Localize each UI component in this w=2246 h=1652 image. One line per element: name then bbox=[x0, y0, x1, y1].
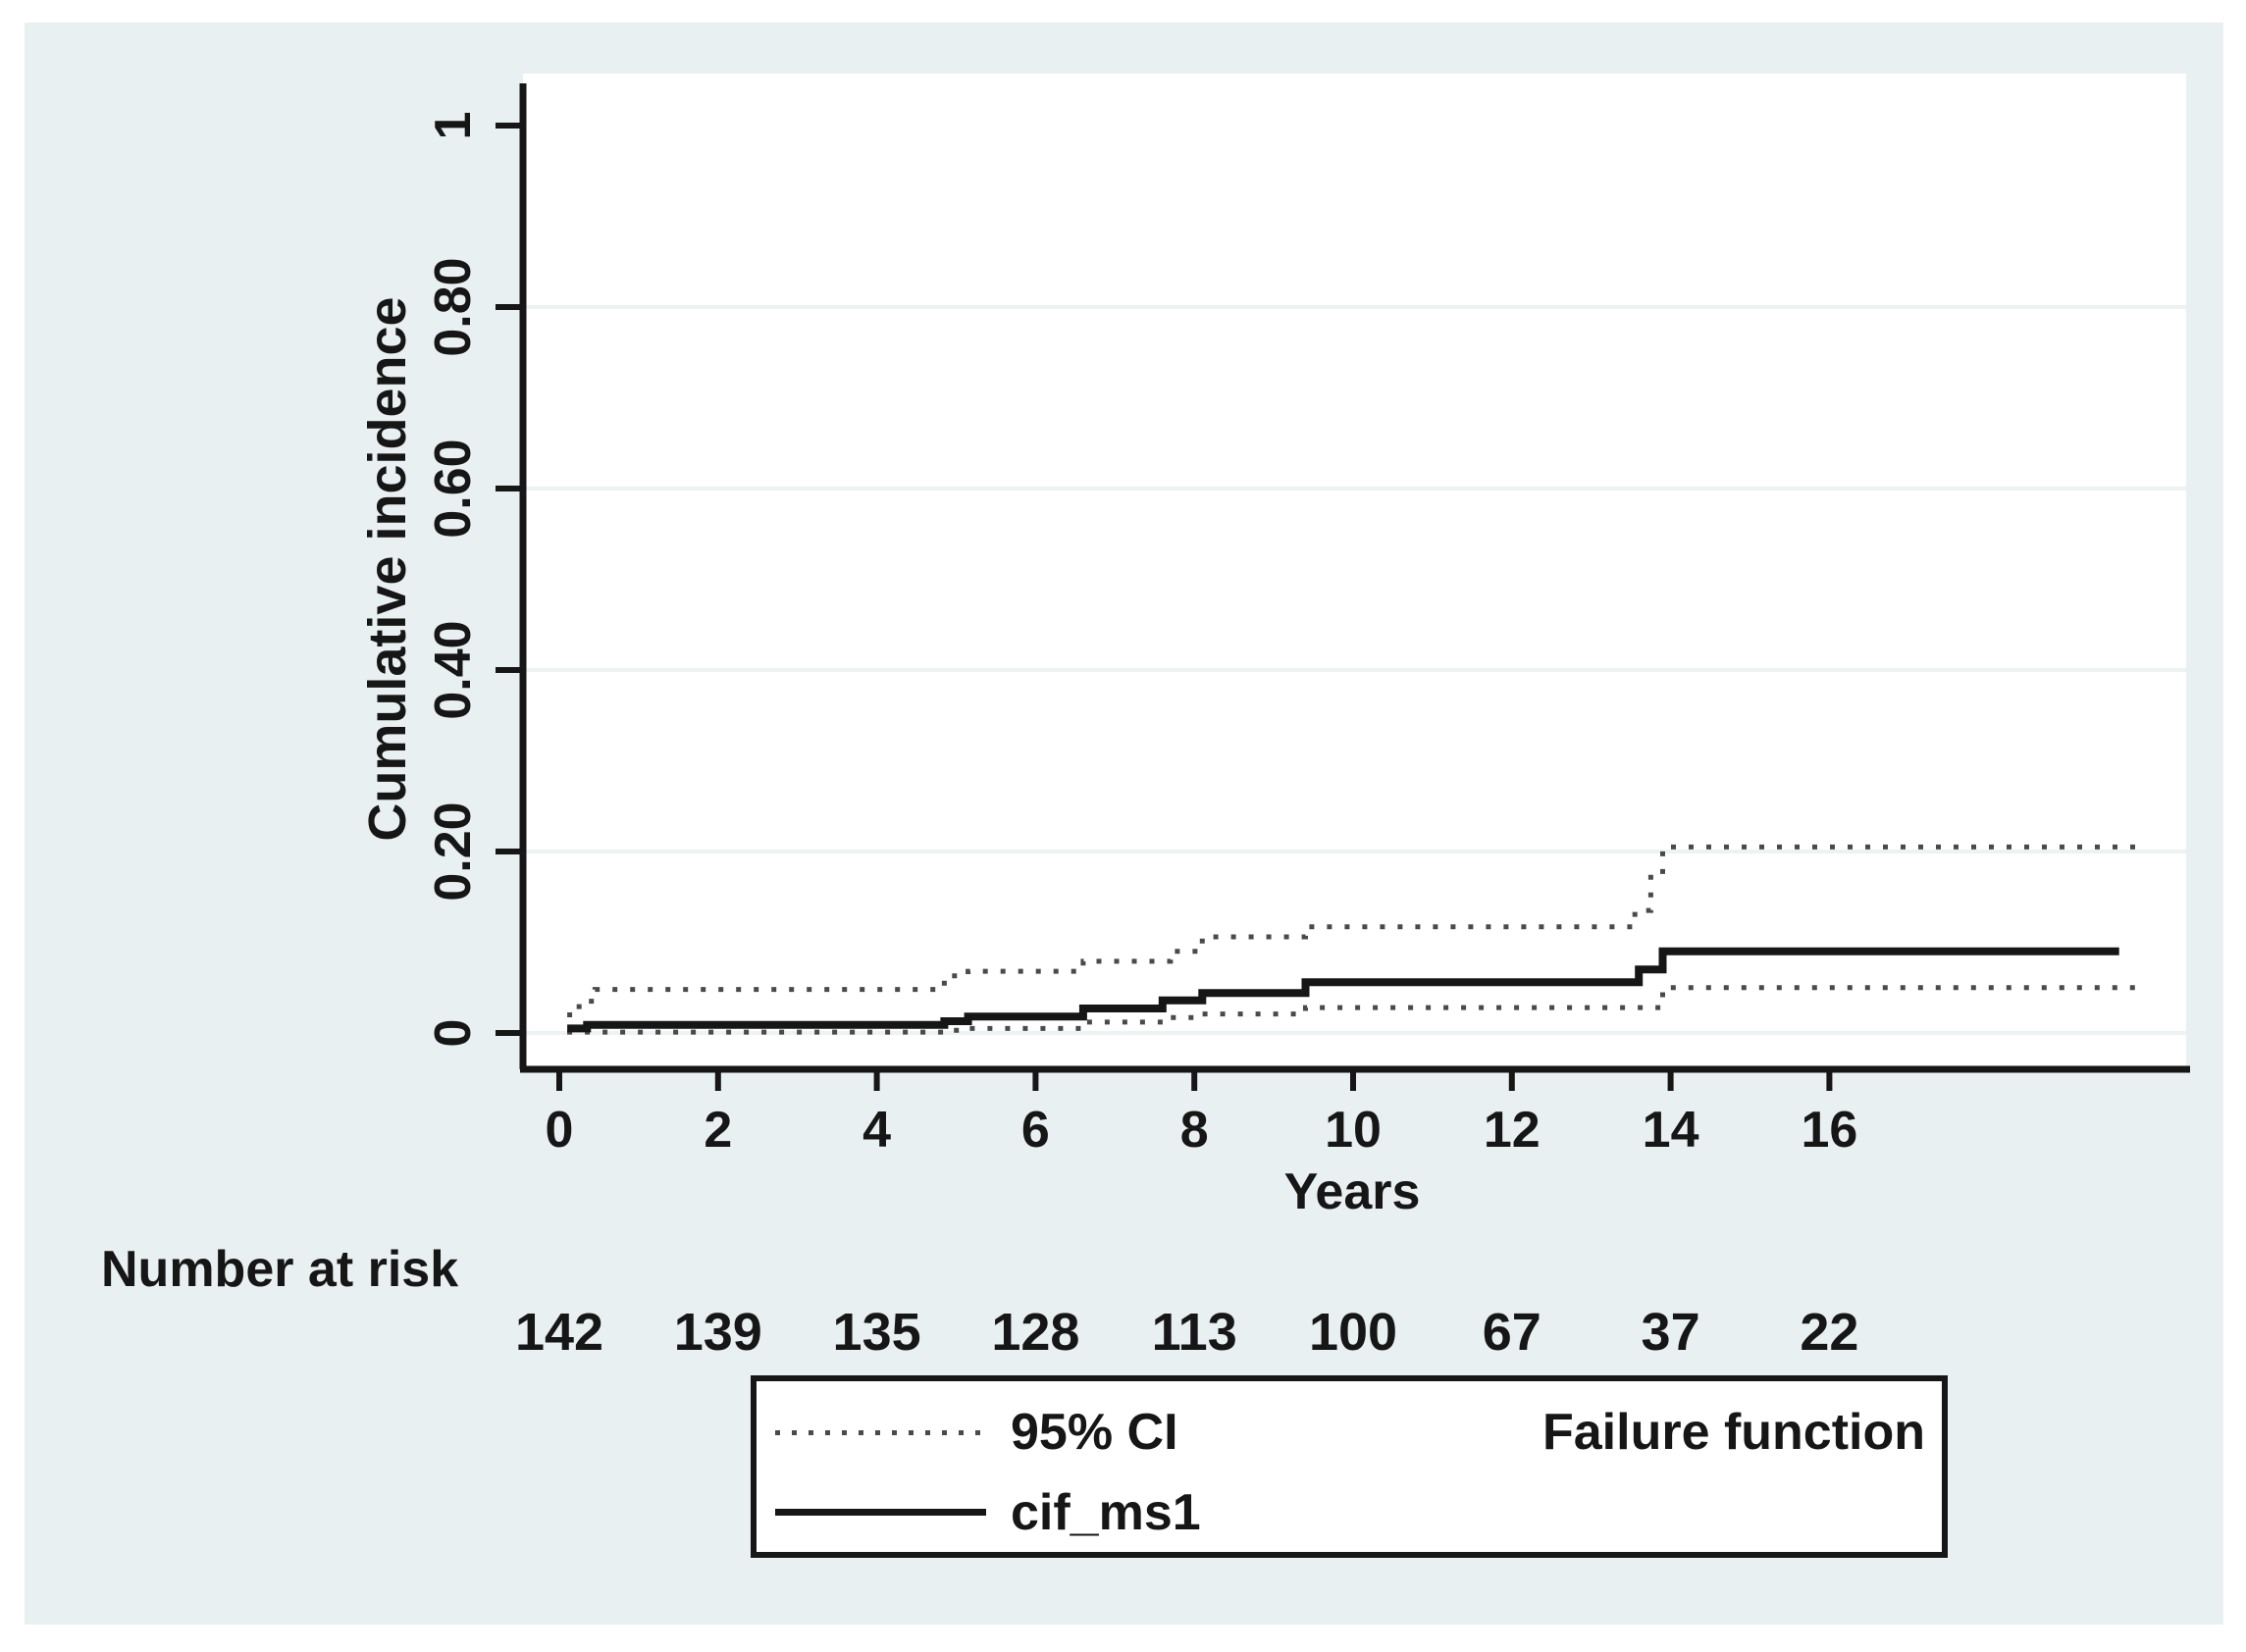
x-tick-label-6: 6 bbox=[1020, 1102, 1050, 1159]
x-tick-label-12: 12 bbox=[1483, 1102, 1541, 1159]
number-at-risk-value-6: 128 bbox=[991, 1303, 1080, 1362]
x-axis-title: Years bbox=[1283, 1163, 1421, 1220]
ci-lower-line bbox=[567, 985, 2143, 1035]
x-tick-label-14: 14 bbox=[1642, 1102, 1699, 1159]
y-tick-label-0.80: 0.80 bbox=[425, 257, 482, 357]
x-tick-label-2: 2 bbox=[704, 1102, 733, 1159]
number-at-risk-value-8: 113 bbox=[1151, 1303, 1237, 1362]
number-at-risk-value-0: 142 bbox=[514, 1303, 604, 1362]
cif-line bbox=[567, 947, 2119, 1033]
plot-area bbox=[523, 74, 2186, 1066]
y-axis-title: Cumulative incidence bbox=[358, 296, 417, 842]
y-tick-label-0: 0 bbox=[425, 1018, 482, 1048]
legend-label-cif-ms1: cif_ms1 bbox=[1011, 1484, 1201, 1541]
legend-label-ci: 95% CI bbox=[1011, 1404, 1178, 1461]
x-tick-label-4: 4 bbox=[862, 1102, 892, 1159]
number-at-risk-value-12: 67 bbox=[1482, 1303, 1541, 1362]
x-tick-label-8: 8 bbox=[1179, 1102, 1209, 1159]
cif-solid-line-swatch bbox=[775, 1509, 986, 1516]
legend-note-failure-function: Failure function bbox=[1542, 1404, 1925, 1461]
number-at-risk-value-10: 100 bbox=[1308, 1303, 1398, 1362]
y-tick-label-0.60: 0.60 bbox=[425, 439, 482, 539]
ci-upper-line bbox=[567, 844, 2143, 1017]
number-at-risk-value-4: 135 bbox=[832, 1303, 921, 1362]
number-at-risk-value-2: 139 bbox=[673, 1303, 762, 1362]
ci-dotted-line-swatch bbox=[775, 1430, 981, 1435]
number-at-risk-value-14: 37 bbox=[1641, 1303, 1700, 1362]
y-tick-label-0.20: 0.20 bbox=[425, 801, 482, 902]
y-tick-label-1: 1 bbox=[425, 111, 482, 140]
x-tick-label-16: 16 bbox=[1801, 1102, 1858, 1159]
number-at-risk-header: Number at risk bbox=[101, 1241, 459, 1298]
y-tick-label-0.40: 0.40 bbox=[425, 620, 482, 720]
x-tick-label-0: 0 bbox=[545, 1102, 574, 1159]
legend-box: 95% CI Failure function cif_ms1 bbox=[751, 1375, 1948, 1558]
number-at-risk-value-16: 22 bbox=[1800, 1303, 1859, 1362]
x-tick-label-10: 10 bbox=[1325, 1102, 1382, 1159]
